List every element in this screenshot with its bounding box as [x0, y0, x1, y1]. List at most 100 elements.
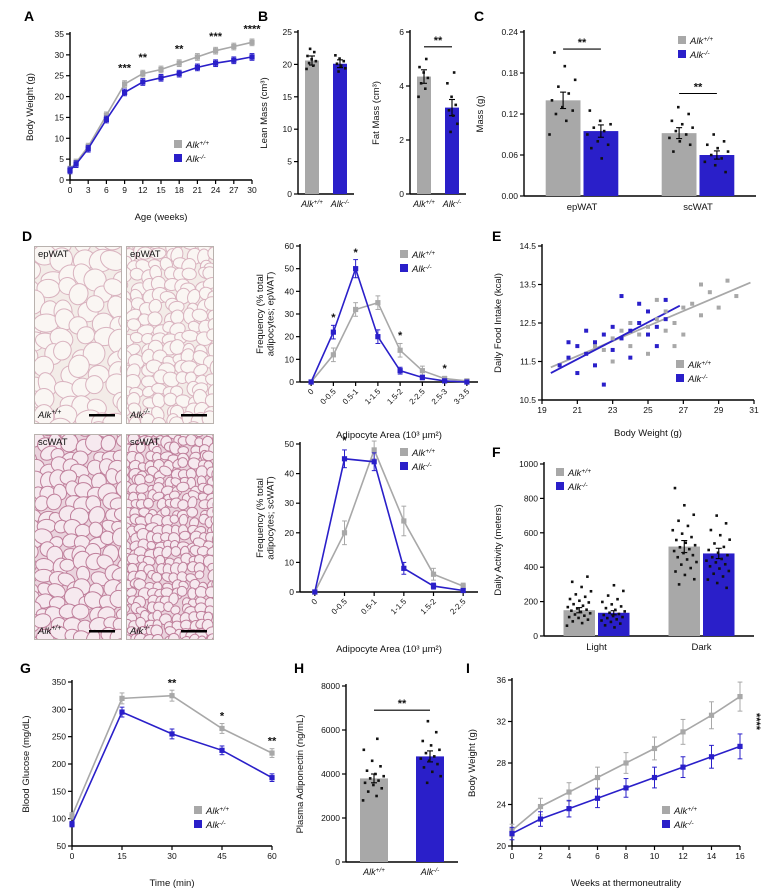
- svg-text:Light: Light: [586, 642, 607, 653]
- svg-text:***: ***: [209, 31, 223, 43]
- svg-text:12: 12: [138, 185, 148, 195]
- svg-text:6: 6: [104, 185, 109, 195]
- svg-text:350: 350: [52, 677, 66, 687]
- svg-text:30: 30: [247, 185, 257, 195]
- svg-text:Alk+/+: Alk+/+: [411, 250, 435, 261]
- svg-text:19: 19: [537, 405, 547, 415]
- svg-text:*: *: [398, 330, 403, 342]
- svg-text:20: 20: [285, 528, 295, 538]
- panel-e: E 10.5 11.5 12.5 13.5 14.5 19 21 23 25 27 29 31 Body…: [492, 228, 764, 442]
- svg-text:1-1.5: 1-1.5: [363, 387, 383, 407]
- genotype-label: Alk-/-: [130, 408, 150, 421]
- svg-text:400: 400: [524, 562, 538, 572]
- svg-text:11.5: 11.5: [520, 357, 536, 367]
- svg-text:800: 800: [524, 493, 538, 503]
- svg-text:5: 5: [59, 154, 64, 164]
- svg-text:Age (weeks): Age (weeks): [135, 212, 188, 223]
- panel-h-letter: H: [294, 660, 305, 676]
- svg-text:10: 10: [285, 354, 295, 364]
- panel-a-letter: A: [24, 8, 35, 24]
- svg-text:30: 30: [167, 851, 177, 861]
- svg-text:0.06: 0.06: [501, 150, 518, 160]
- svg-text:24: 24: [211, 185, 221, 195]
- svg-text:*: *: [353, 247, 358, 259]
- histology-epwat-wildtype: epWAT Alk+/+: [34, 246, 122, 424]
- svg-text:***: ***: [118, 63, 132, 75]
- svg-text:10: 10: [285, 557, 295, 567]
- chart-body-weight-vs-age: 0 5 10 15 20 25 30 35 0 3 6 9 12 15 18 21 24 27 30 Age (wee…: [25, 23, 261, 223]
- svg-text:Alk-/-: Alk-/-: [411, 462, 432, 473]
- svg-text:**: **: [398, 698, 407, 710]
- svg-text:Frequency (% total: Frequency (% total: [255, 274, 266, 354]
- svg-text:0: 0: [289, 587, 294, 597]
- svg-text:3: 3: [86, 185, 91, 195]
- svg-text:Alk+/+: Alk+/+: [689, 36, 713, 47]
- panel-a: A 0 5 10 15 20 25 30 35 0 3 6 9 12 15 18 21 24 27 30 Age (w…: [24, 8, 264, 228]
- histology-scwat-wildtype: scWAT Alk+/+: [34, 434, 122, 640]
- panel-b-letter: B: [258, 8, 269, 24]
- svg-text:Time (min): Time (min): [149, 878, 194, 889]
- svg-text:35: 35: [55, 29, 65, 39]
- svg-text:0.24: 0.24: [501, 27, 518, 37]
- svg-text:Alk-/-: Alk-/-: [689, 50, 710, 61]
- panel-i: I 20 24 28 32 36 0 2 4 6 8 10 12 14 16 Weeks at thermo…: [466, 660, 766, 892]
- svg-text:27: 27: [229, 185, 239, 195]
- svg-text:200: 200: [52, 759, 66, 769]
- svg-text:15: 15: [55, 112, 65, 122]
- chart-adipocyte-area-scwat: 0 10 20 30 40 50 0 0-0.5 0.5-1 1-1.5 1.5-2 2-2.5 Adi…: [255, 435, 478, 655]
- svg-text:Blood Glucose (mg/dL): Blood Glucose (mg/dL): [21, 715, 32, 812]
- histology-tissue-image: [127, 435, 213, 639]
- svg-text:6: 6: [595, 851, 600, 861]
- svg-text:0.5-1: 0.5-1: [359, 597, 379, 617]
- chart-fat-pad-mass: 0.00 0.06 0.12 0.18 0.24 Mass (g) epWAT scWAT **…: [475, 27, 756, 213]
- svg-text:Adipocyte Area (10³ µm²): Adipocyte Area (10³ µm²): [336, 430, 442, 441]
- tissue-type-label: scWAT: [130, 437, 160, 448]
- svg-text:**: **: [175, 43, 184, 55]
- svg-text:Alk+/+: Alk+/+: [411, 448, 435, 459]
- svg-text:9: 9: [122, 185, 127, 195]
- svg-text:25: 25: [643, 405, 653, 415]
- svg-text:Adipocyte Area (10³ µm²): Adipocyte Area (10³ µm²): [336, 644, 442, 655]
- svg-text:29: 29: [714, 405, 724, 415]
- svg-text:0: 0: [289, 377, 294, 387]
- panel-g-letter: G: [20, 660, 31, 676]
- svg-text:6: 6: [399, 27, 404, 37]
- svg-text:Alk+/+: Alk+/+: [205, 806, 229, 817]
- svg-text:50: 50: [57, 841, 67, 851]
- svg-text:23: 23: [608, 405, 618, 415]
- svg-text:Alk+/+: Alk+/+: [673, 806, 697, 817]
- svg-text:*: *: [220, 711, 225, 723]
- svg-text:**: **: [694, 82, 703, 94]
- chart-fat-mass: 0 2 4 6 Fat Mass (cm³) Alk+/+ Alk-/- **: [371, 27, 466, 209]
- svg-text:Alk-/-: Alk-/-: [442, 199, 462, 209]
- panel-d-epwat-frequency: 0 10 20 30 40 50 60 0 0-0.5 0.5-1 1-1.5 1.5-2 2-2.5 2…: [254, 228, 490, 444]
- svg-text:scWAT: scWAT: [683, 202, 713, 213]
- svg-text:40: 40: [285, 469, 295, 479]
- svg-text:**: **: [434, 35, 443, 47]
- svg-text:Alk-/-: Alk-/-: [420, 867, 440, 877]
- svg-text:25: 25: [55, 71, 65, 81]
- svg-text:Body Weight (g): Body Weight (g): [467, 729, 478, 797]
- svg-text:1000: 1000: [519, 459, 538, 469]
- panel-b: B 0 5 10 15 20 25 Lean Mass (cm³) Alk+/+ Alk-/- …: [258, 8, 476, 228]
- svg-text:32: 32: [497, 717, 507, 727]
- svg-text:60: 60: [285, 241, 295, 251]
- svg-text:15: 15: [156, 185, 166, 195]
- svg-text:2: 2: [538, 851, 543, 861]
- svg-text:Alk+/+: Alk+/+: [412, 199, 435, 209]
- svg-text:2-2.5: 2-2.5: [408, 387, 428, 407]
- svg-text:**: **: [168, 677, 177, 689]
- chart-lean-mass: 0 5 10 15 20 25 Lean Mass (cm³) Alk+/+ Alk-/-: [259, 27, 354, 209]
- svg-text:30: 30: [285, 498, 295, 508]
- svg-text:*: *: [331, 312, 336, 324]
- svg-text:Plasma Adiponectin (ng/mL): Plasma Adiponectin (ng/mL): [295, 715, 306, 834]
- panel-c: C 0.00 0.06 0.12 0.18 0.24 Mass (g) epWAT scWAT…: [474, 8, 766, 228]
- svg-text:18: 18: [174, 185, 184, 195]
- svg-text:200: 200: [524, 597, 538, 607]
- histology-tissue-image: [127, 247, 213, 423]
- genotype-label: Alk-/-: [130, 624, 150, 637]
- svg-text:1-1.5: 1-1.5: [389, 597, 409, 617]
